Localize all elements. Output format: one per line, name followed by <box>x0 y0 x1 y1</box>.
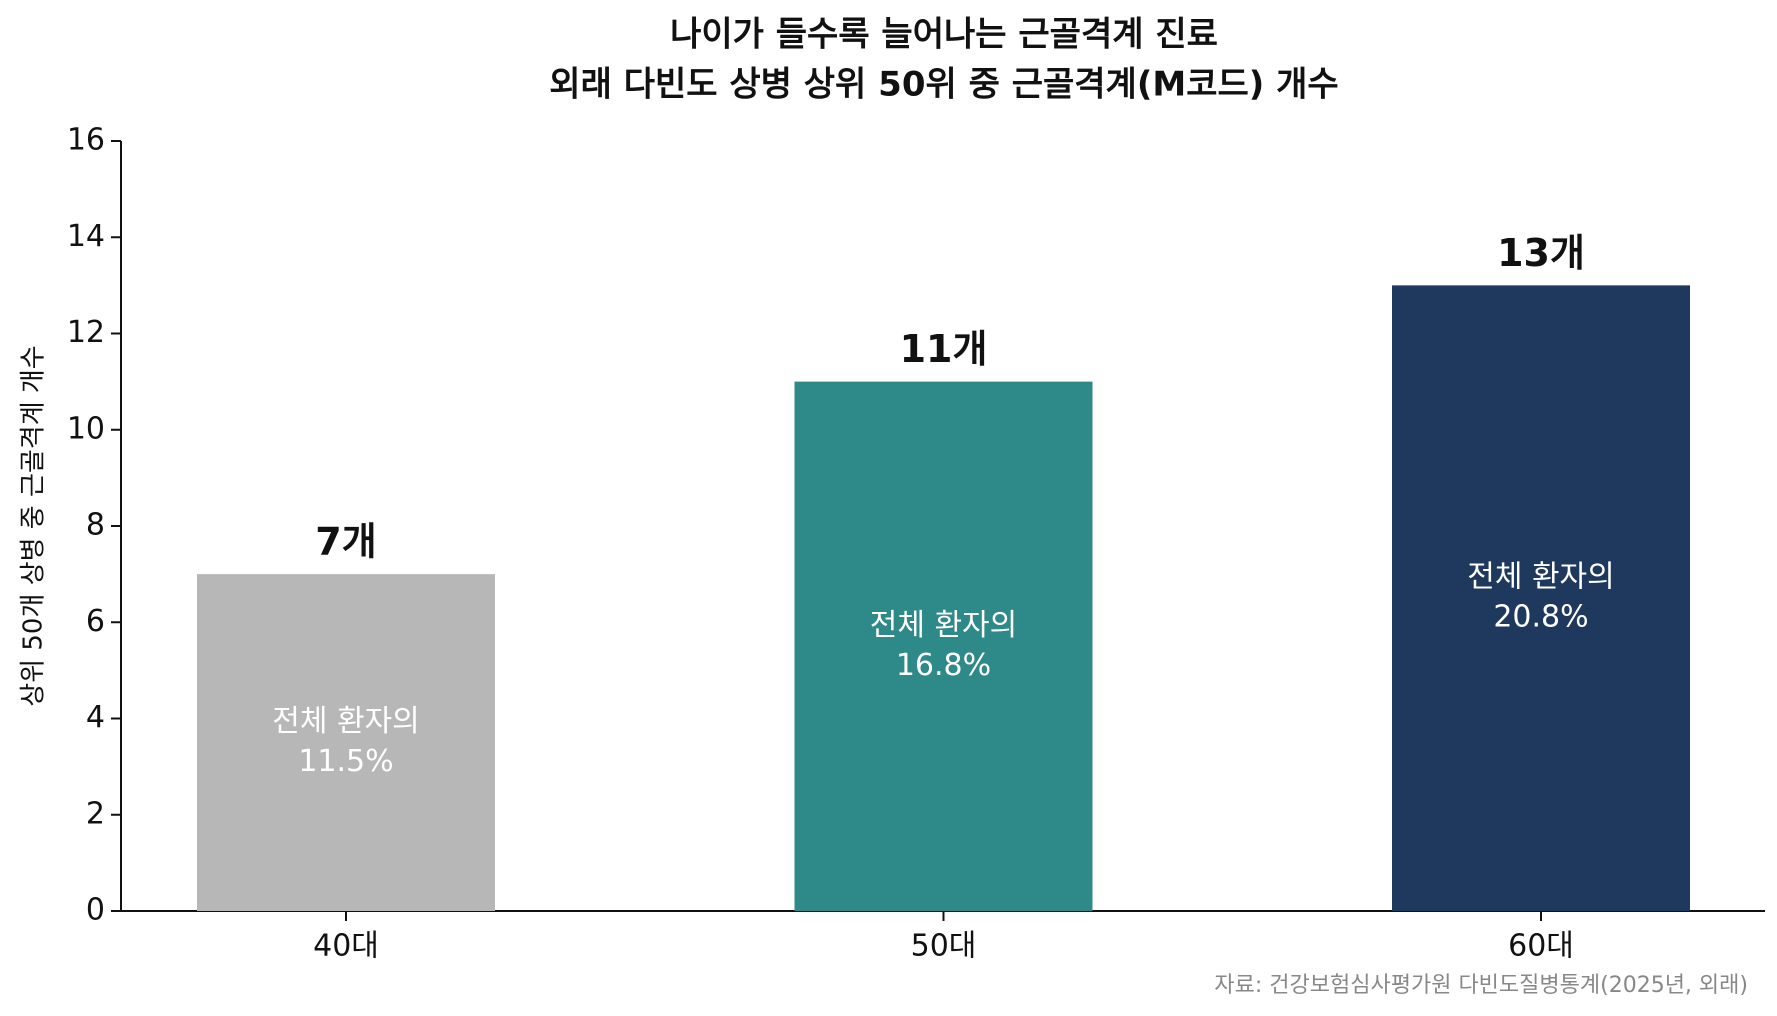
inner-label: 16.8% <box>896 648 991 683</box>
value-label: 7개 <box>315 520 376 564</box>
y-tick-label: 10 <box>67 411 105 446</box>
inner-label: 20.8% <box>1493 600 1588 635</box>
y-tick-label: 0 <box>86 893 105 928</box>
chart-title: 나이가 들수록 늘어나는 근골격계 진료 <box>670 15 1218 55</box>
inner-label: 전체 환자의 <box>272 704 420 739</box>
y-tick-label: 14 <box>67 219 105 254</box>
source-note: 자료: 건강보험심사평가원 다빈도질병통계(2025년, 외래) <box>1214 973 1748 998</box>
value-label: 11개 <box>900 327 988 371</box>
value-label: 13개 <box>1497 231 1585 275</box>
bar <box>197 574 495 911</box>
x-tick-label: 60대 <box>1508 929 1574 964</box>
inner-label: 전체 환자의 <box>870 608 1018 643</box>
y-axis-label: 상위 50개 상병 중 근골격계 개수 <box>19 345 49 706</box>
bar <box>1392 285 1690 911</box>
bar <box>794 381 1093 911</box>
y-tick-label: 2 <box>86 796 105 831</box>
inner-label: 11.5% <box>298 744 393 779</box>
chart-title: 외래 다빈도 상병 상위 50위 중 근골격계(M코드) 개수 <box>549 65 1338 105</box>
inner-label: 전체 환자의 <box>1467 560 1615 595</box>
y-tick-label: 16 <box>67 123 105 158</box>
y-tick-label: 8 <box>86 508 105 543</box>
y-tick-label: 6 <box>86 604 105 639</box>
x-tick-label: 40대 <box>313 929 379 964</box>
y-tick-label: 4 <box>86 700 105 735</box>
x-tick-label: 50대 <box>911 929 977 964</box>
y-tick-label: 12 <box>67 315 105 350</box>
